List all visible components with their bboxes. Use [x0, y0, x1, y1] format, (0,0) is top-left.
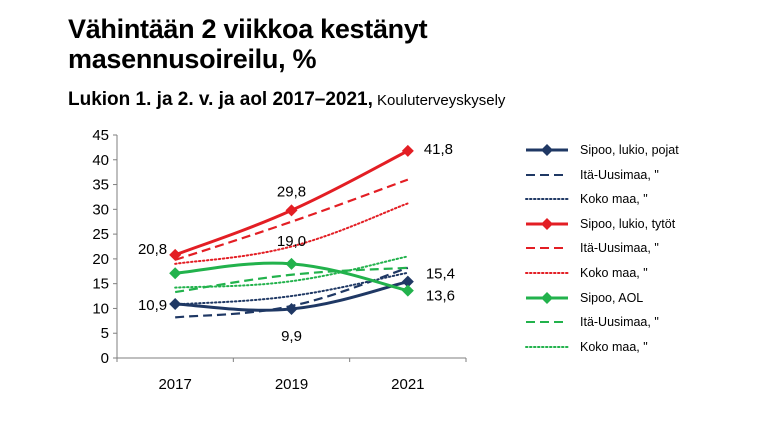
legend-item: Koko maa, "	[524, 187, 648, 211]
data-point	[169, 267, 182, 280]
legend-label: Itä-Uusimaa, "	[580, 167, 659, 182]
series-line-4	[174, 178, 409, 261]
legend-label: Sipoo, AOL	[580, 290, 644, 305]
y-tick-label: 15	[92, 276, 109, 293]
data-point	[169, 297, 182, 310]
legend-swatch	[526, 144, 568, 156]
data-point	[401, 144, 414, 157]
legend-swatch	[525, 198, 569, 201]
x-tick-label: 2021	[391, 376, 424, 393]
data-label: 15,4	[426, 266, 455, 283]
legend-swatch	[526, 321, 568, 324]
legend-item: Koko maa, "	[524, 335, 648, 359]
legend-swatch	[525, 272, 569, 274]
series-line-5	[174, 202, 409, 265]
chart-subtitle: Lukion 1. ja 2. v. ja aol 2017–2021, Kou…	[68, 89, 505, 111]
data-point	[285, 257, 298, 270]
subtitle-source: Kouluterveyskysely	[372, 92, 506, 109]
y-tick-label: 45	[92, 127, 109, 144]
y-tick-label: 5	[101, 325, 109, 342]
y-tick-label: 30	[92, 201, 109, 218]
data-label: 41,8	[424, 141, 453, 158]
data-label: 10,9	[138, 297, 167, 314]
legend-label: Koko maa, "	[580, 266, 648, 280]
data-point	[169, 248, 182, 261]
x-tick-label: 2017	[158, 376, 191, 393]
legend-label: Koko maa, "	[580, 339, 648, 354]
data-point	[285, 302, 298, 315]
data-point	[401, 284, 414, 297]
data-label: 29,8	[277, 183, 306, 200]
legend-item: Sipoo, lukio, pojat	[524, 138, 679, 162]
legend-swatch	[526, 247, 568, 250]
legend-swatch	[526, 173, 568, 176]
legend-item: Itä-Uusimaa, "	[524, 163, 659, 187]
legend-item: Itä-Uusimaa, "	[524, 236, 659, 260]
y-tick-label: 40	[92, 152, 109, 169]
legend-item: Itä-Uusimaa, "	[524, 310, 659, 334]
data-label: 20,8	[138, 241, 167, 258]
legend-item: Sipoo, AOL	[524, 286, 643, 310]
legend-item: Sipoo, lukio, tytöt	[524, 212, 675, 236]
y-tick-label: 0	[101, 350, 109, 367]
y-tick-label: 25	[92, 226, 109, 243]
legend-swatch	[526, 217, 568, 230]
data-label: 13,6	[426, 288, 455, 305]
legend-swatch	[526, 291, 568, 304]
data-point	[401, 275, 414, 288]
series-line-8	[174, 255, 409, 289]
series-line-2	[174, 271, 409, 306]
x-tick-label: 2019	[275, 376, 308, 393]
subtitle-main: Lukion 1. ja 2. v. ja aol 2017–2021,	[68, 89, 373, 110]
legend-label: Itä-Uusimaa, "	[580, 315, 659, 330]
y-tick-label: 35	[92, 177, 109, 194]
data-label: 19,0	[277, 233, 306, 250]
legend-label: Itä-Uusimaa, "	[580, 241, 659, 256]
y-tick-label: 10	[92, 300, 109, 317]
legend-swatch	[525, 345, 569, 348]
legend-label: Koko maa, "	[580, 192, 648, 207]
legend-label: Sipoo, lukio, pojat	[580, 143, 679, 157]
y-tick-label: 20	[92, 251, 109, 268]
legend-item: Koko maa, "	[524, 261, 648, 285]
chart-title: Vähintään 2 viikkoa kestänyt masennusoir…	[68, 14, 428, 74]
data-label: 9,9	[281, 328, 302, 345]
legend-label: Sipoo, lukio, tytöt	[580, 216, 676, 231]
data-point	[285, 204, 298, 217]
series-line-7	[175, 266, 408, 294]
